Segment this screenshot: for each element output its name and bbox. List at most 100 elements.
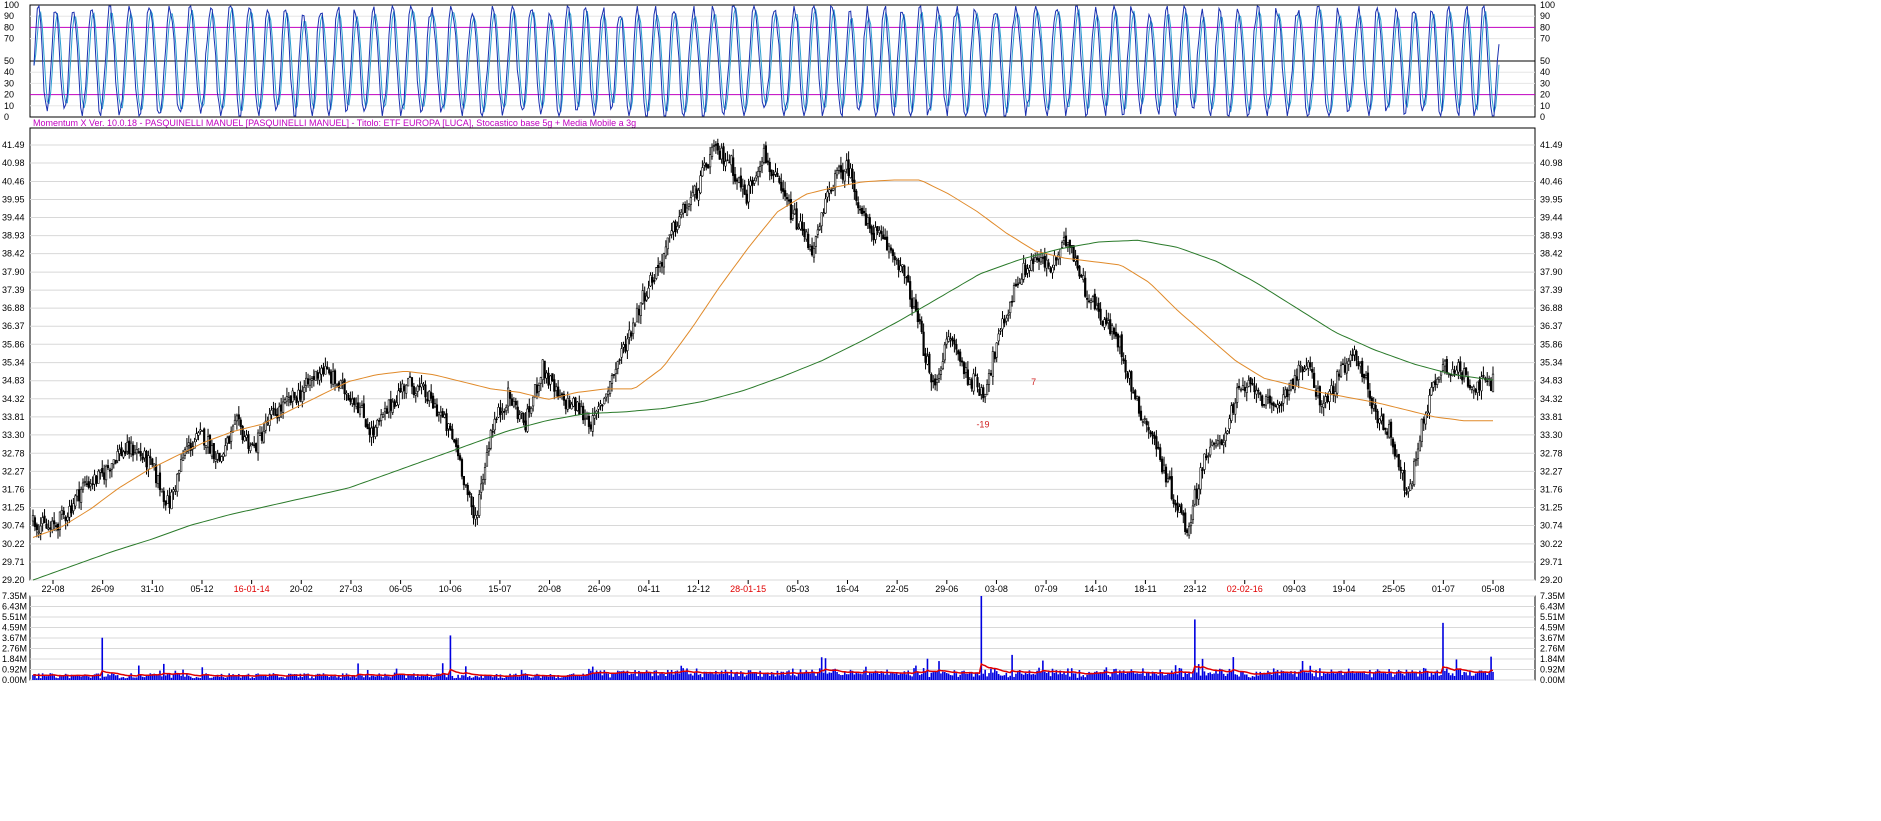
- candle-body: [95, 475, 98, 484]
- candle-body: [1036, 257, 1039, 261]
- date-tick-label: 16-01-14: [234, 584, 270, 594]
- volume-bar: [920, 674, 923, 680]
- candle-body: [1247, 380, 1250, 387]
- volume-bar: [928, 677, 931, 680]
- candle-body: [135, 449, 138, 454]
- volume-bar: [1486, 674, 1489, 680]
- candle-body: [935, 379, 939, 383]
- candle-body: [330, 371, 333, 384]
- candle-body: [860, 207, 864, 215]
- candle-body: [695, 188, 698, 199]
- candle-body: [372, 426, 375, 436]
- volume-bar: [1280, 670, 1283, 680]
- candle-body: [522, 413, 525, 423]
- candle-body: [643, 292, 646, 302]
- candle-body: [1184, 512, 1187, 532]
- volume-bar: [1119, 670, 1121, 680]
- candle-body: [124, 450, 127, 454]
- candle-body: [1120, 334, 1123, 358]
- candle-body: [274, 408, 277, 416]
- candle-body: [1401, 470, 1404, 474]
- stochastic-tick-label: 20: [4, 90, 14, 100]
- volume-bar: [1011, 654, 1013, 680]
- candle-body: [885, 236, 889, 251]
- volume-bar: [784, 675, 786, 680]
- volume-bar: [1319, 668, 1321, 680]
- candle-body: [1309, 362, 1312, 368]
- candle-body: [984, 394, 987, 397]
- candle-body: [528, 406, 531, 413]
- candle-body: [310, 378, 314, 381]
- volume-bar: [1378, 670, 1381, 680]
- candle-body: [312, 376, 315, 380]
- volume-bar: [1465, 672, 1467, 680]
- volume-tick-label: 1.84M: [1540, 654, 1565, 664]
- volume-bar: [1161, 672, 1163, 680]
- candle-body: [243, 436, 246, 442]
- volume-bar: [189, 676, 192, 680]
- candle-body: [693, 185, 696, 195]
- volume-bar: [439, 673, 442, 680]
- volume-bar: [1478, 670, 1481, 680]
- candle-body: [660, 262, 664, 267]
- volume-bar: [622, 670, 625, 680]
- volume-bar: [613, 673, 615, 680]
- candle-body: [1012, 285, 1016, 302]
- volume-bar: [661, 671, 663, 680]
- candle-body: [333, 370, 337, 384]
- candle-body: [1084, 277, 1087, 297]
- volume-bar: [1101, 672, 1104, 680]
- volume-bar: [859, 673, 861, 680]
- candle-body: [131, 444, 135, 456]
- candle-body: [37, 531, 40, 534]
- volume-bar: [863, 670, 865, 680]
- candle-body: [587, 415, 591, 427]
- volume-bar: [351, 676, 354, 680]
- volume-bar: [720, 670, 723, 680]
- volume-bar: [201, 667, 204, 680]
- volume-bar: [593, 673, 596, 680]
- volume-bar: [1309, 665, 1312, 680]
- volume-bar: [786, 671, 788, 680]
- candle-body: [187, 442, 190, 446]
- volume-bar: [995, 671, 998, 680]
- candle-body: [887, 245, 891, 253]
- candle-body: [201, 430, 204, 432]
- volume-bar: [878, 673, 881, 680]
- volume-bar: [595, 670, 598, 680]
- date-tick-label: 15-07: [488, 584, 511, 594]
- volume-bar: [32, 675, 34, 680]
- volume-bar: [651, 676, 654, 680]
- volume-bar: [672, 674, 675, 680]
- volume-bar: [1036, 670, 1038, 680]
- candle-body: [97, 470, 100, 484]
- volume-bar: [1226, 673, 1229, 680]
- candle-body: [391, 401, 394, 413]
- candle-body: [959, 351, 962, 362]
- candle-body: [705, 163, 708, 168]
- volume-bar: [1274, 671, 1277, 680]
- volume-bar: [516, 676, 519, 680]
- date-tick-label: 20-08: [538, 584, 561, 594]
- volume-bar: [280, 676, 282, 680]
- candle-body: [56, 523, 60, 531]
- candle-body: [872, 232, 875, 241]
- candle-body: [1045, 259, 1048, 269]
- candle-body: [1068, 239, 1071, 249]
- candle-body: [964, 367, 968, 373]
- volume-bar: [601, 675, 604, 680]
- candle-body: [1282, 394, 1285, 404]
- volume-bar: [1278, 675, 1281, 680]
- volume-bar: [378, 673, 381, 680]
- volume-bar: [295, 674, 298, 680]
- stochastic-tick-label: 10: [4, 101, 14, 111]
- candle-body: [203, 428, 206, 446]
- volume-bar: [817, 672, 819, 680]
- volume-bar: [734, 672, 736, 680]
- volume-bar: [851, 670, 854, 680]
- candle-body: [1072, 245, 1075, 262]
- volume-bar: [1397, 669, 1400, 680]
- volume-bar: [713, 674, 715, 680]
- candle-body: [749, 180, 752, 187]
